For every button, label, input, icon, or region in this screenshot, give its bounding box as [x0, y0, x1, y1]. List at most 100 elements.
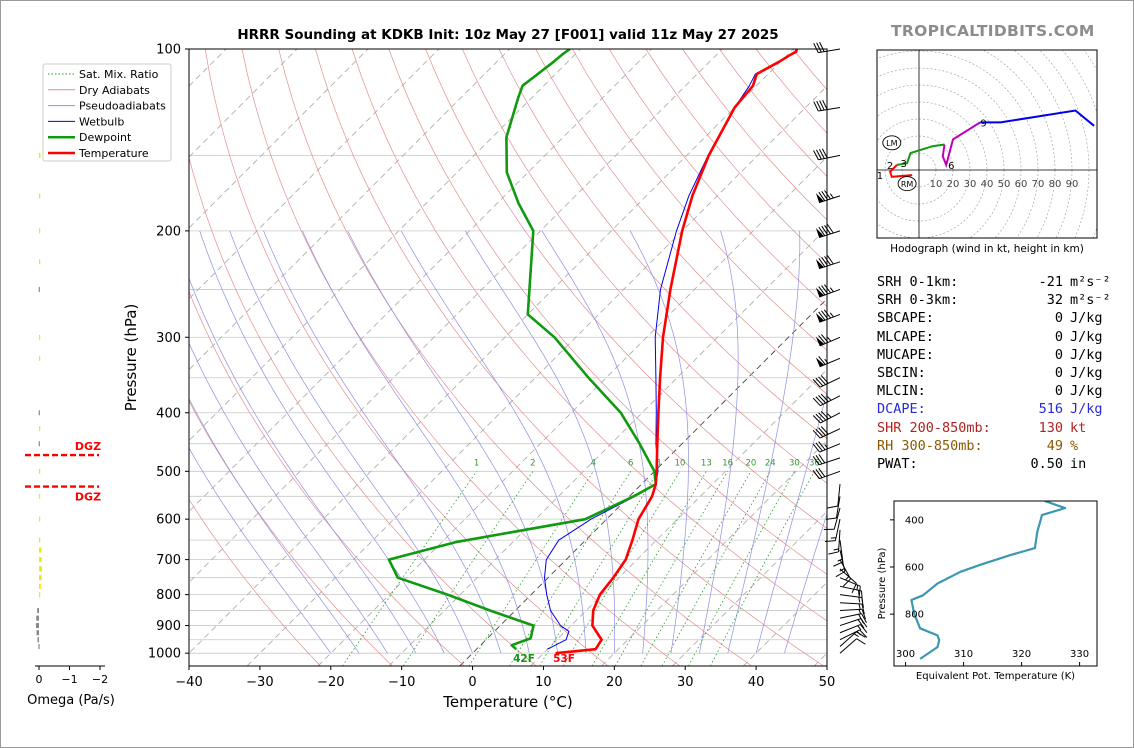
- hodograph-frame: [876, 49, 1098, 239]
- wind-barb: [812, 375, 841, 388]
- barb-full: [818, 257, 826, 268]
- pseudoadiabat: [784, 512, 827, 654]
- hodograph-ring-label: 50: [998, 179, 1011, 190]
- barb-full: [818, 356, 826, 365]
- storm-motion-label: LM: [886, 139, 897, 148]
- stats-unit: m²s⁻²: [1070, 274, 1111, 290]
- barb-full: [821, 310, 829, 320]
- barb-shaft: [834, 519, 841, 541]
- wind-barb: [839, 577, 861, 597]
- omega-tick-label: −1: [61, 673, 77, 686]
- stats-unit: %: [1070, 437, 1079, 454]
- omega-bar: [39, 493, 41, 499]
- stats-row: SHR 200-850mb: 130 kt: [877, 419, 1127, 437]
- isotherm: [246, 85, 827, 666]
- x-tick-label: 40: [748, 675, 765, 690]
- hodograph-height-label: 6: [948, 161, 954, 172]
- barb-full: [812, 470, 820, 480]
- omega-bar: [39, 557, 42, 563]
- omega-bar: [39, 259, 41, 265]
- dry-adiabat: [189, 156, 537, 666]
- isotherm: [189, 49, 723, 583]
- hodograph: 10 20 30 40 50 60 70 80 90 12 3 6 9 LM RM Hodograph (wi…: [876, 49, 1098, 255]
- mixing-ratio-label: 30: [789, 458, 800, 468]
- barb-shaft: [819, 336, 841, 347]
- wind-barb: [839, 608, 867, 620]
- wind-barb: [812, 454, 841, 466]
- stats-value: 130: [1038, 419, 1063, 436]
- y-axis-label: Pressure (hPa): [122, 304, 140, 412]
- barb-flag: [816, 228, 824, 238]
- pseudoadiabat: [302, 230, 530, 654]
- barb-full: [819, 100, 825, 111]
- barb-full: [860, 624, 868, 634]
- barb-shaft: [818, 107, 841, 112]
- wind-barb: [833, 540, 844, 567]
- stats-row: PWAT: 0.50 in: [877, 455, 1127, 473]
- barb-shaft: [818, 457, 841, 466]
- pseudoadiabat: [755, 390, 827, 654]
- barb-full: [818, 226, 826, 237]
- barb-half: [824, 444, 829, 449]
- wind-barb: [839, 568, 857, 594]
- barb-full: [818, 467, 826, 477]
- omega-bar: [39, 334, 41, 340]
- storm-motion-marker: [897, 176, 917, 192]
- wind-barb: [828, 529, 841, 555]
- dry-adiabat: [572, 49, 827, 351]
- wind-barb: [825, 496, 841, 520]
- wind-barb: [815, 190, 841, 204]
- theta-e-x-tick-label: 320: [1012, 649, 1031, 660]
- stats-row: MLCAPE: 0 J/kg: [877, 328, 1127, 346]
- barb-half: [829, 287, 834, 293]
- mixing-ratio-label: 2: [530, 458, 535, 468]
- legend-label: Wetbulb: [79, 115, 124, 128]
- legend: Sat. Mix. Ratio Dry Adiabats Pseudoadiabat…: [42, 63, 172, 162]
- stats-label: RH 300-850mb:: [877, 437, 983, 454]
- mixing-ratio-label: 24: [765, 458, 776, 468]
- barb-full: [816, 100, 822, 111]
- barb-full: [815, 396, 824, 405]
- x-axis-label: Temperature (°C): [442, 693, 572, 711]
- hodograph-ring-label: 80: [1049, 179, 1062, 190]
- pseudoadiabat: [347, 230, 558, 654]
- y-tick-label: 200: [156, 224, 181, 239]
- barb-full: [820, 375, 829, 384]
- wind-barb: [815, 284, 841, 298]
- barb-full: [821, 148, 828, 159]
- y-tick-label: 500: [156, 465, 181, 480]
- wind-barb: [813, 148, 841, 161]
- wind-barb: [812, 467, 841, 480]
- barb-full: [818, 427, 826, 436]
- storm-motion-label: RM: [901, 180, 914, 189]
- mixing-ratio-line: [468, 471, 594, 666]
- omega-bar: [36, 630, 39, 636]
- pseudoadiabat: [229, 230, 473, 654]
- legend-label: Sat. Mix. Ratio: [79, 68, 159, 81]
- stats-row: DCAPE: 516 J/kg: [877, 400, 1127, 418]
- omega-bar: [38, 441, 40, 447]
- barb-shaft: [839, 540, 844, 563]
- isotherm: [530, 369, 827, 666]
- hodograph-trace: [888, 164, 913, 178]
- stats-label: SHR 200-850mb:: [877, 419, 991, 436]
- barb-full: [812, 443, 821, 453]
- mixing-ratio-line: [539, 471, 659, 666]
- legend-label: Pseudoadiabats: [79, 100, 166, 113]
- dry-adiabat: [535, 49, 827, 395]
- omega-panel: DGZ DGZ 0 −1 −2 Omega (Pa/s): [25, 152, 115, 708]
- barb-half: [827, 396, 832, 401]
- wind-barb: [839, 613, 867, 624]
- omega-bar: [39, 537, 41, 543]
- dry-adiabat: [425, 49, 827, 529]
- stats-unit: m²s⁻²: [1070, 292, 1111, 309]
- omega-bar: [39, 193, 41, 199]
- barb-full: [858, 614, 865, 624]
- stats-value: 0: [1054, 310, 1063, 327]
- x-tick-label: 0: [468, 675, 476, 690]
- stats-value: 0: [1054, 328, 1063, 345]
- wind-barbs: [812, 42, 868, 654]
- x-tick-label: −40: [175, 675, 202, 690]
- pseudoadiabat: [199, 230, 445, 654]
